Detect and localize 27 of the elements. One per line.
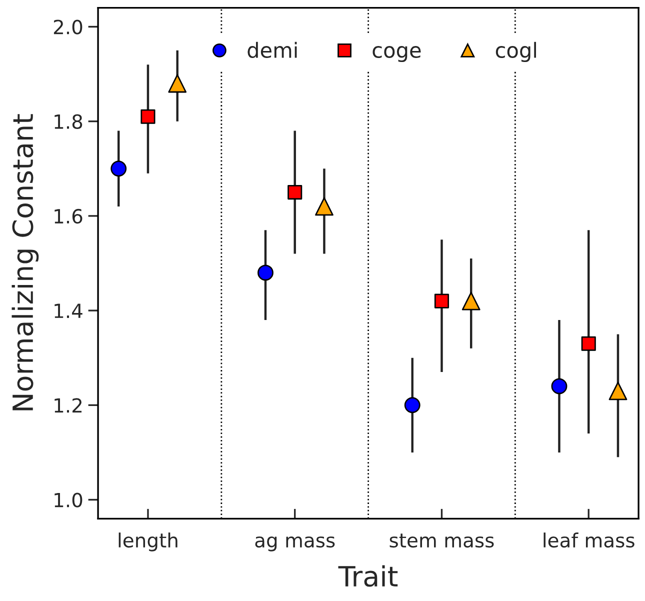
y-tick-label: 2.0	[54, 20, 82, 34]
point	[258, 264, 274, 281]
x-tick-label: ag mass	[255, 536, 335, 552]
point	[434, 294, 450, 308]
y-axis-title: Normalizing Constant	[12, 114, 39, 410]
y-tick-label: 1.0	[54, 492, 82, 508]
legend-label: demi	[248, 42, 297, 58]
point	[168, 74, 187, 93]
point	[404, 397, 420, 414]
point	[288, 185, 302, 200]
point	[608, 382, 628, 400]
x-tick-label: stem mass	[390, 534, 494, 548]
y-tick-label: 1.8	[54, 114, 82, 129]
y-tick-label: 1.2	[54, 398, 82, 413]
point	[462, 292, 480, 310]
legend-label: cogl	[496, 42, 536, 62]
legend-label: coge	[372, 46, 421, 62]
x-axis-title: Trait	[338, 565, 398, 587]
point	[140, 109, 156, 124]
point	[581, 336, 596, 351]
point	[110, 160, 127, 177]
point	[551, 378, 568, 394]
x-tick-label: leaf mass	[544, 532, 634, 548]
x-tick-label: length	[118, 532, 178, 552]
y-tick-label: 1.4	[54, 304, 82, 318]
point	[315, 197, 334, 216]
y-tick-label: 1.6	[54, 208, 82, 224]
